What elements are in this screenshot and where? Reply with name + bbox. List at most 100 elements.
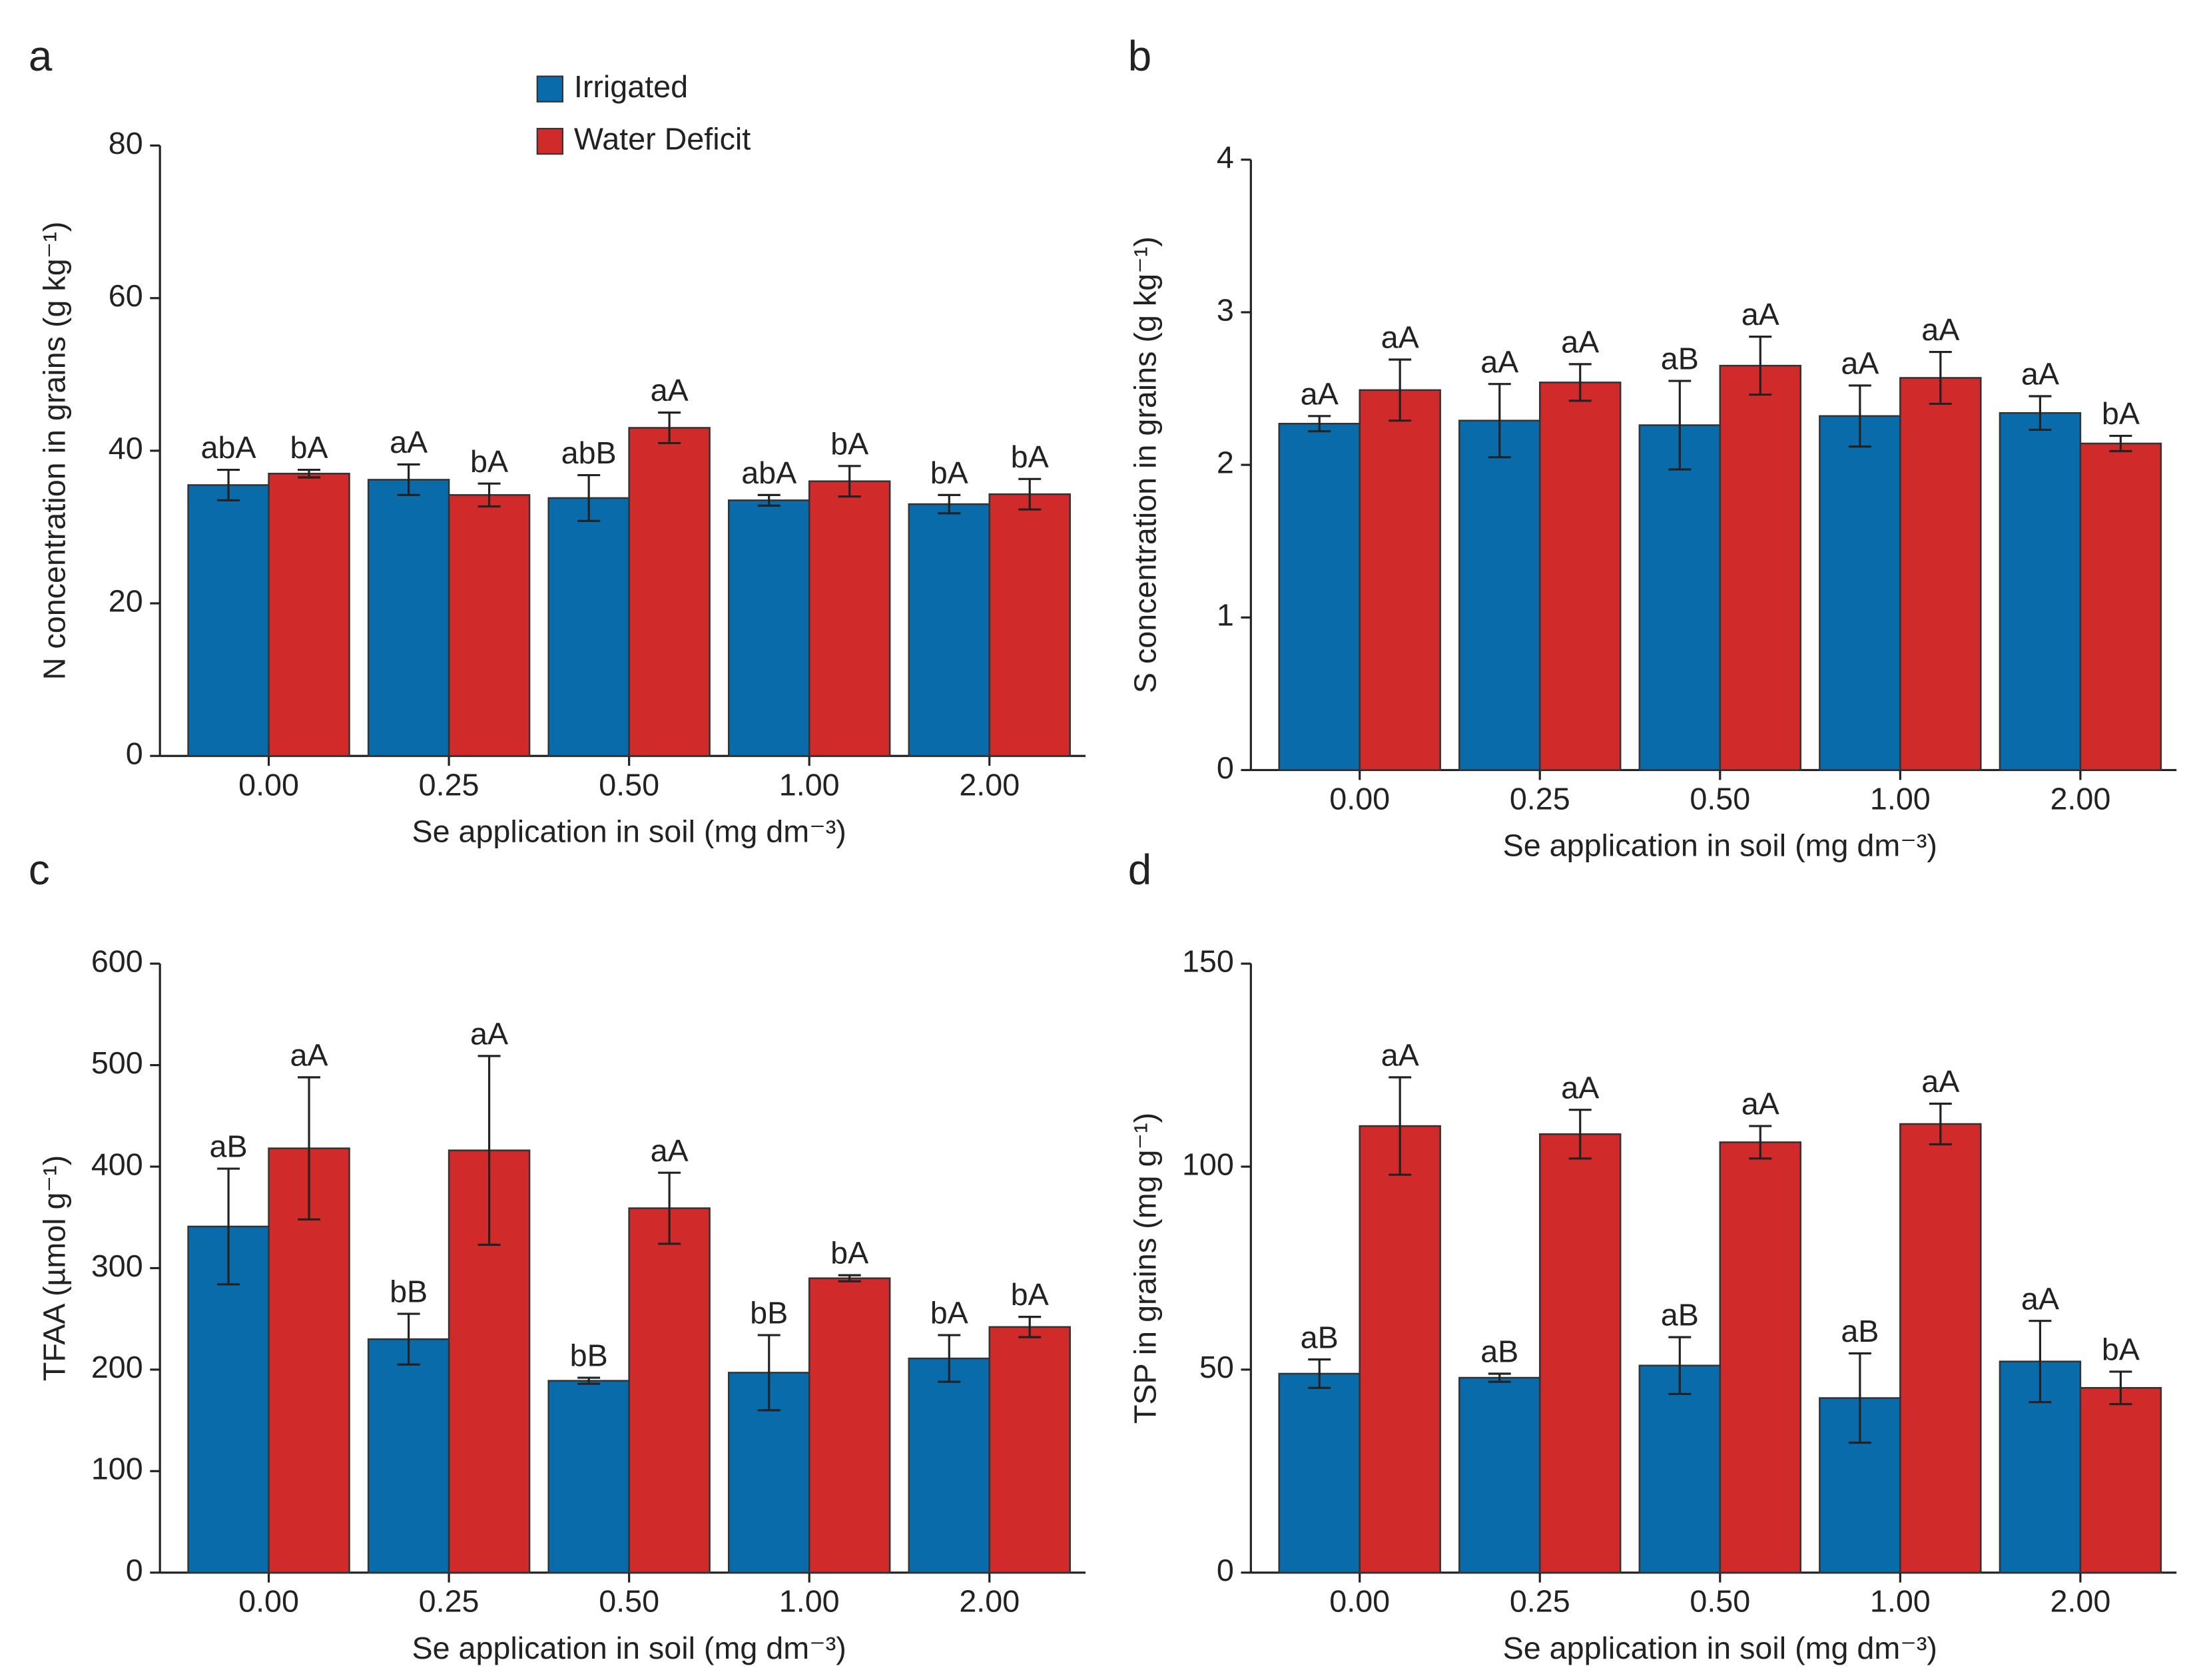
error-bar [1308, 1358, 1331, 1389]
y-tick-label: 0 [126, 736, 143, 771]
error-bar [658, 412, 681, 445]
significance-label: aB [1661, 342, 1699, 376]
error-bar [2109, 434, 2132, 453]
y-tick-label: 60 [109, 278, 143, 313]
error-bar [757, 493, 781, 507]
error-bar [477, 1055, 501, 1246]
error-bar [938, 1334, 961, 1383]
significance-label: aA [470, 1016, 509, 1051]
significance-label: aA [651, 1133, 689, 1168]
significance-label: aA [1921, 1064, 1960, 1099]
y-tick-label: 100 [1182, 1147, 1234, 1181]
y-tick-label: 0 [126, 1553, 143, 1587]
significance-label: bA [2102, 396, 2140, 431]
y-tick-label: 400 [91, 1147, 143, 1181]
y-tick-label: 4 [1217, 140, 1234, 174]
significance-label: aA [651, 373, 689, 408]
significance-label: aB [1480, 1334, 1518, 1369]
error-bar [298, 1076, 320, 1221]
x-tick-label: 0.00 [1329, 781, 1390, 816]
y-tick-label: 3 [1217, 292, 1234, 327]
significance-label: aA [2021, 1281, 2060, 1316]
bar [908, 1357, 991, 1574]
significance-label: bA [2102, 1332, 2140, 1367]
panel-letter: d [1128, 846, 1151, 894]
x-tick-label: 0.00 [1329, 1584, 1390, 1619]
error-bar [938, 493, 961, 515]
x-tick-label: 0.00 [238, 767, 299, 802]
bar [1999, 412, 2082, 771]
error-bar [217, 468, 240, 501]
bar [1359, 1125, 1441, 1574]
bar [628, 427, 711, 757]
significance-label: bB [390, 1274, 428, 1309]
legend-swatch [536, 75, 563, 103]
significance-label: aA [1561, 324, 1600, 359]
x-tick-label: 1.00 [779, 1584, 840, 1619]
bar [268, 473, 350, 757]
error-bar [757, 1334, 781, 1412]
error-bar [838, 465, 861, 498]
significance-label: aB [1841, 1314, 1879, 1348]
significance-label: aA [1741, 297, 1780, 332]
bar [1278, 422, 1361, 771]
significance-label: aA [1741, 1087, 1780, 1121]
x-tick-label: 1.00 [1870, 781, 1931, 816]
bar [1278, 1372, 1361, 1574]
x-tick-label: 2.00 [959, 1584, 1020, 1619]
significance-label: bA [290, 430, 328, 465]
bar [988, 493, 1071, 757]
error-bar [1749, 1125, 1772, 1160]
y-tick-label: 40 [109, 431, 143, 465]
y-tick-label: 600 [91, 944, 143, 978]
significance-label: aA [1301, 376, 1339, 411]
significance-label: bA [470, 444, 509, 479]
x-tick-label: 0.25 [1510, 781, 1570, 816]
bar [1719, 1141, 1802, 1574]
y-axis-label: S concentration in grains (g kg⁻¹) [1128, 236, 1163, 693]
y-tick-label: 500 [91, 1045, 143, 1080]
bar [2079, 442, 2162, 771]
y-tick-label: 20 [109, 583, 143, 618]
significance-label: bA [1011, 1277, 1050, 1312]
bar [547, 1380, 630, 1574]
bar [908, 503, 991, 757]
significance-label: bB [570, 1338, 608, 1373]
error-bar [1848, 1352, 1871, 1444]
bar [367, 1338, 450, 1574]
error-bar [298, 468, 320, 479]
significance-label: aA [1841, 346, 1879, 381]
significance-label: aA [1561, 1070, 1600, 1105]
significance-label: bA [930, 455, 969, 490]
y-axis-label: TFAA (µmol g⁻¹) [37, 1155, 72, 1381]
bar [727, 499, 810, 757]
significance-label: aA [1381, 320, 1420, 355]
bar [2079, 1387, 2162, 1574]
error-bar [2029, 1320, 2052, 1404]
error-bar [1389, 358, 1412, 422]
y-tick-label: 150 [1182, 944, 1234, 978]
significance-label: bA [1011, 439, 1050, 474]
error-bar [477, 482, 501, 508]
x-axis-label: Se application in soil (mg dm⁻³) [412, 1631, 846, 1665]
legend-label: Water Deficit [574, 122, 751, 156]
significance-label: aB [1301, 1320, 1339, 1354]
error-bar [1018, 1316, 1042, 1338]
bar [187, 484, 270, 757]
x-axis-label: Se application in soil (mg dm⁻³) [1503, 828, 1937, 862]
bar [1638, 1364, 1722, 1574]
error-bar [1929, 350, 1952, 406]
error-bar [658, 1171, 681, 1245]
y-tick-label: 0 [1217, 1553, 1234, 1587]
error-bar [1749, 336, 1772, 396]
y-axis-label: N concentration in grains (g kg⁻¹) [37, 222, 72, 681]
significance-label: aB [210, 1129, 248, 1164]
error-bar [1568, 1109, 1592, 1160]
x-tick-label: 0.50 [599, 1584, 659, 1619]
bar [808, 1277, 891, 1574]
error-bar [1568, 363, 1592, 402]
panel-letter: c [29, 846, 50, 894]
error-bar [577, 1376, 601, 1385]
error-bar [397, 463, 420, 496]
significance-label: aA [390, 425, 428, 459]
